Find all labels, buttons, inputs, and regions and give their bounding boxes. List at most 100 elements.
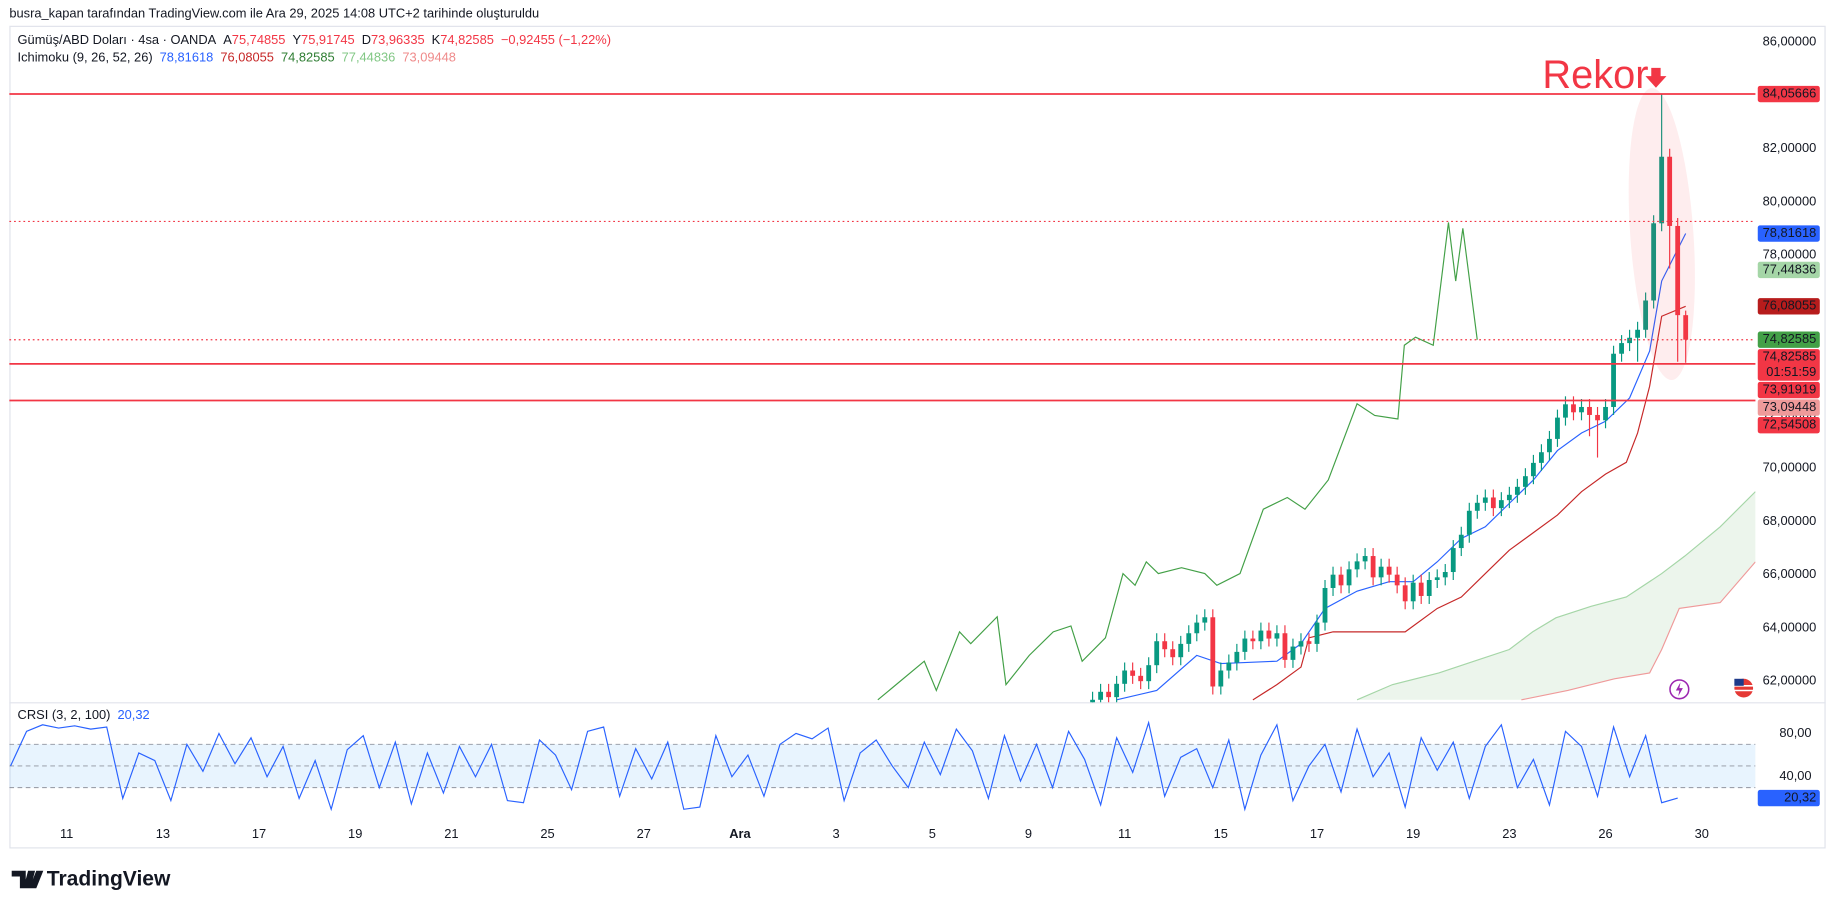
indicator-value: 74,82585	[281, 50, 335, 65]
candle-body	[1571, 404, 1576, 413]
candle-body	[1643, 300, 1649, 330]
candle-body	[1386, 566, 1392, 575]
event-icon[interactable]	[1669, 679, 1690, 700]
y-tick-label: 78,00000	[1763, 247, 1817, 262]
candle-body	[1114, 683, 1120, 698]
candle-body	[1563, 404, 1568, 418]
candle-body	[1675, 225, 1681, 316]
candle-body	[1466, 510, 1472, 535]
candle-body	[1338, 574, 1344, 586]
candle-body	[1234, 651, 1240, 663]
candle-body	[1410, 582, 1416, 602]
price-flag	[1757, 399, 1820, 416]
x-tick-label: 25	[540, 826, 554, 841]
candle-body	[1434, 577, 1440, 581]
candle-body	[1659, 156, 1665, 224]
x-tick-label: 13	[156, 826, 170, 841]
candle-body	[1354, 561, 1360, 570]
candle-body	[1282, 633, 1288, 660]
candle-body	[1498, 500, 1504, 509]
price-flag	[1757, 349, 1820, 381]
chart-frame	[9, 25, 1826, 849]
flag-icon-canton	[1734, 678, 1744, 686]
crsi-pane	[9, 720, 1756, 812]
ohlc-key: Y	[292, 32, 301, 47]
candle-body	[1667, 156, 1673, 226]
logo-mark	[11, 870, 44, 889]
indicator-name: Ichimoku (9, 26, 52, 26)	[18, 50, 153, 65]
candle-body	[1290, 646, 1296, 660]
candle-body	[1458, 534, 1464, 549]
countdown: 01:51:59	[1766, 364, 1816, 379]
y-tick-label: 82,00000	[1763, 140, 1817, 155]
candle-body	[1130, 670, 1136, 676]
candle-body	[1242, 638, 1248, 652]
x-tick-label: 17	[252, 826, 266, 841]
candle-body	[1490, 497, 1496, 509]
symbol-name: Gümüş/ABD Doları · 4sa · OANDA	[18, 32, 217, 47]
crsi-legend: CRSI (3, 2, 100) 20,32	[18, 708, 150, 723]
x-tick-label: 21	[444, 826, 458, 841]
candle-body	[1402, 585, 1408, 602]
price-flag	[1757, 789, 1820, 807]
price-flag-label: 77,44836	[1763, 261, 1817, 276]
x-tick-label: 23	[1502, 826, 1516, 841]
y-tick-label: 80,00000	[1763, 193, 1817, 208]
price-flag-label: 73,91919	[1763, 381, 1817, 396]
y-tick-label: 40,00	[1779, 768, 1811, 783]
event-icon-bolt	[1675, 682, 1683, 697]
candle-body	[1178, 643, 1184, 658]
candle-body	[1322, 587, 1328, 623]
price-flag-label: 72,54508	[1763, 417, 1817, 432]
x-tick-label: 11	[60, 826, 73, 841]
indicator-value: 73,09448	[402, 50, 456, 65]
price-flag-label: 73,09448	[1763, 399, 1817, 414]
candle-body	[1555, 417, 1560, 439]
ohlc-value: 74,82585	[440, 32, 494, 47]
x-tick-label: 15	[1214, 826, 1228, 841]
candle-body	[1595, 414, 1600, 421]
x-tick-label: Ara	[729, 826, 751, 841]
x-tick-label: 11	[1118, 826, 1131, 841]
candle-body	[1450, 548, 1456, 573]
price-flag	[1757, 298, 1820, 315]
x-tick-label: 5	[929, 826, 936, 841]
candle-body	[1531, 462, 1536, 477]
price-pane	[877, 94, 1756, 703]
candle-body	[1522, 476, 1528, 487]
ichimoku-cloud	[1357, 491, 1756, 700]
x-tick-label: 9	[1025, 826, 1032, 841]
candle-body	[1306, 641, 1312, 644]
annotation-text: Rekor	[1542, 53, 1648, 97]
candle-body	[1090, 699, 1095, 703]
candle-body	[1651, 223, 1657, 301]
x-tick-label: 17	[1310, 826, 1324, 841]
x-tick-label: 19	[348, 826, 362, 841]
crsi-name: CRSI (3, 2, 100)	[18, 708, 111, 723]
candle-body	[1298, 641, 1304, 647]
candle-body	[1587, 406, 1592, 415]
candle-body	[1202, 617, 1208, 623]
candle-body	[1138, 675, 1144, 682]
indicator-legend: Ichimoku (9, 26, 52, 26) 78,81618 76,08055…	[18, 50, 456, 65]
candle-body	[1394, 574, 1400, 586]
candle-body	[1506, 494, 1512, 501]
candle-body	[1579, 406, 1584, 413]
y-tick-label: 64,00000	[1763, 619, 1817, 634]
annotation-arrow	[1645, 67, 1667, 88]
candle-body	[1442, 572, 1448, 578]
candle-body	[1539, 452, 1544, 463]
price-change: −0,92455 (−1,22%)	[501, 32, 611, 47]
candle-body	[1635, 329, 1641, 338]
candle-body	[1274, 633, 1280, 639]
candle-body	[1154, 641, 1160, 666]
candle-body	[1611, 353, 1616, 407]
indicator-line	[1521, 561, 1756, 701]
price-flag	[1757, 381, 1820, 399]
price-flag	[1757, 225, 1820, 242]
y-tick-label: 70,00000	[1763, 460, 1817, 475]
candle-body	[1330, 574, 1336, 588]
